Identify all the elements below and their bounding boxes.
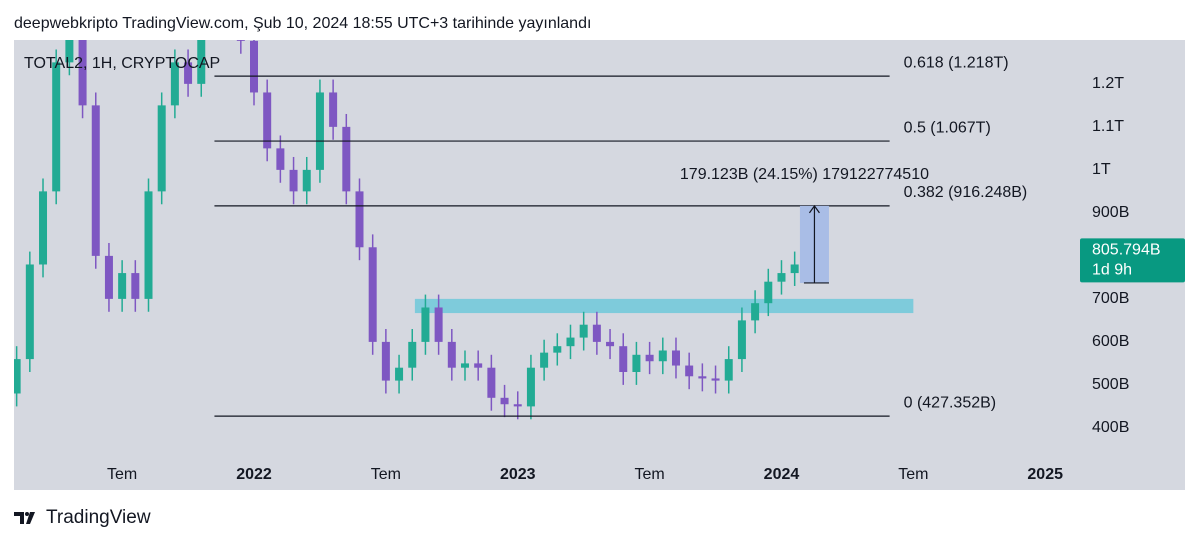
candle-body (236, 40, 245, 41)
candle-body (131, 273, 140, 299)
candle-body (329, 92, 338, 127)
candle-body (487, 367, 496, 398)
candle-body (526, 367, 535, 407)
candle-body (91, 105, 100, 256)
y-tick-label: 1.2T (1092, 75, 1124, 92)
candle-body (78, 40, 87, 106)
x-tick-label: Tem (898, 466, 928, 483)
x-tick-label: Tem (371, 466, 401, 483)
last-price-label: 805.794B (1092, 242, 1161, 259)
measure-arrow (803, 204, 829, 284)
candle-body (434, 307, 443, 342)
candle-body (170, 62, 179, 106)
candle-body (751, 303, 760, 321)
logo (14, 512, 35, 524)
candle-body (685, 365, 694, 377)
candle-body (790, 264, 799, 274)
candle-body (289, 169, 298, 192)
candle-body (421, 307, 430, 342)
x-tick-label: 2023 (500, 466, 536, 483)
candle-body (25, 264, 34, 360)
x-tick-label: Tem (107, 466, 137, 483)
candle-body (381, 341, 390, 381)
candle-body (553, 346, 562, 353)
candle-body (447, 341, 456, 368)
candle-body (65, 40, 74, 63)
candle-body (566, 337, 575, 347)
y-tick-label: 1.1T (1092, 118, 1124, 135)
candle-body (671, 350, 680, 366)
measure-label: 179.123B (24.15%) 179122774510 (680, 166, 929, 183)
candle-body (302, 169, 311, 192)
candle-body (592, 324, 601, 342)
candle-body (118, 273, 127, 299)
candle-body (224, 0, 232, 6)
candle-body (764, 281, 773, 304)
last-price-box (1080, 238, 1185, 283)
candle-body (474, 363, 483, 368)
candle-body (144, 191, 153, 299)
candle-body (408, 341, 417, 368)
x-tick-label: 2025 (1027, 466, 1063, 483)
candle-body (52, 62, 61, 192)
candle-body (606, 341, 615, 347)
y-tick-label: 1T (1092, 161, 1111, 178)
candle-body (263, 92, 272, 149)
candle-body (157, 105, 166, 192)
candle-body (645, 354, 654, 362)
header: deepwebkripto TradingView.com, Şub 10, 2… (14, 15, 591, 32)
candle-body (500, 397, 509, 405)
y-tick-label: 400B (1092, 419, 1129, 436)
candle-body (579, 324, 588, 338)
candle-body (777, 273, 786, 282)
candle-body (355, 191, 364, 248)
candle-body (698, 376, 707, 379)
support-zone (414, 298, 914, 314)
chart-background (14, 40, 1185, 490)
candle-body (711, 378, 720, 381)
candle-body (184, 62, 193, 84)
plot-area (14, 0, 914, 420)
candle-body (395, 367, 404, 381)
symbol-title: TOTAL2, 1H, CRYPTOCAP (24, 55, 220, 72)
y-tick-label: 500B (1092, 376, 1129, 393)
fib-label: 0.618 (1.218T) (904, 54, 1009, 71)
candle-body (14, 359, 21, 394)
candle-body (368, 247, 377, 342)
candle-body (513, 404, 522, 407)
y-tick-label: 900B (1092, 204, 1129, 221)
candle-body (724, 359, 733, 381)
fib-label: 0 (427.352B) (904, 394, 997, 411)
candle-body (619, 346, 628, 372)
x-tick-label: Tem (634, 466, 664, 483)
candle-body (460, 363, 469, 368)
candle-body (39, 191, 48, 265)
candle-body (315, 92, 324, 170)
y-tick-label: 700B (1092, 290, 1129, 307)
candle-body (276, 148, 285, 170)
x-tick-label: 2024 (764, 466, 800, 483)
x-tick-label: 2022 (236, 466, 272, 483)
footer-brand: TradingView (46, 507, 151, 528)
candle-body (658, 350, 667, 362)
candle-body (632, 354, 641, 372)
candle-body (540, 352, 549, 368)
candle-body (342, 126, 351, 192)
candle-body (104, 255, 113, 299)
candle-body (197, 40, 206, 84)
fib-label: 0.5 (1.067T) (904, 119, 991, 136)
y-tick-label: 600B (1092, 333, 1129, 350)
countdown-label: 1d 9h (1092, 262, 1132, 279)
candle-body (250, 40, 259, 93)
fib-label: 0.382 (916.248B) (904, 184, 1028, 201)
candle-body (737, 320, 746, 360)
